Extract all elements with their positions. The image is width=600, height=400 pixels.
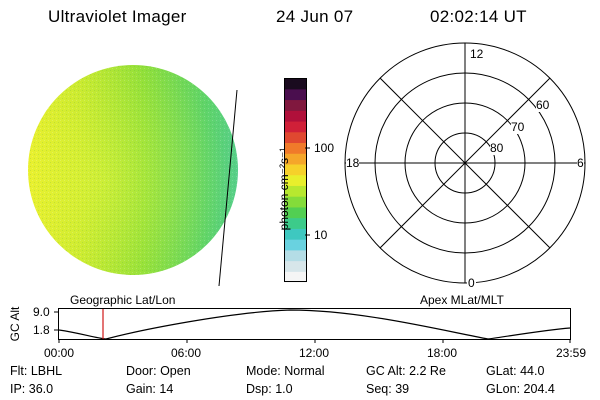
info-glat-value: 44.0: [520, 364, 545, 378]
info-glat-label: GLat:: [486, 364, 517, 378]
earth-disk: [28, 65, 238, 275]
colorbar-segment: [284, 120, 307, 133]
apex-label: Apex MLat/MLT: [420, 293, 504, 307]
info-glat: GLat: 44.0: [486, 364, 544, 378]
info-glon-value: 204.4: [523, 382, 555, 396]
info-door-label: Door:: [126, 364, 157, 378]
geographic-label: Geographic Lat/Lon: [70, 293, 176, 307]
info-glon: GLon: 204.4: [486, 382, 555, 396]
altitude-curve: [58, 309, 571, 340]
terminator-line: [218, 89, 238, 287]
colorbar: [284, 78, 307, 283]
info-ip-label: IP:: [10, 382, 26, 396]
info-seq-value: 39: [395, 382, 410, 396]
date-label: 24 Jun 07: [276, 7, 354, 26]
colorbar-segment: [284, 185, 307, 197]
info-flt: Flt: LBHL: [10, 364, 62, 378]
colorbar-segment: [284, 142, 307, 154]
polar-label-0: 0: [467, 276, 476, 290]
info-seq: Seq: 39: [366, 382, 409, 396]
info-gcalt: GC Alt: 2.2 Re: [366, 364, 446, 378]
colorbar-segment: [284, 260, 307, 272]
xtick-2359: 23:59: [556, 346, 587, 360]
polar-label-12: 12: [469, 47, 485, 61]
alt-tick-9: 9.0: [33, 305, 50, 319]
colorbar-segment: [284, 196, 307, 208]
colorbar-segment: [284, 206, 307, 219]
info-gain-value: 14: [159, 382, 174, 396]
colorbar-segment: [284, 78, 307, 90]
polar-label-18: 18: [346, 156, 360, 170]
xtick-1800: 18:00: [427, 346, 458, 360]
colorbar-tick-100: 100: [314, 141, 335, 155]
colorbar-segment: [284, 239, 307, 251]
info-door-value: Open: [160, 364, 191, 378]
colorbar-ticks: [305, 147, 310, 236]
instrument-title: Ultraviolet Imager: [48, 7, 187, 26]
colorbar-segment: [284, 174, 307, 186]
colorbar-segment: [284, 217, 307, 229]
polar-ring-label-60: 60: [536, 98, 550, 112]
info-seq-label: Seq:: [366, 382, 392, 396]
info-mode: Mode: Normal: [246, 364, 325, 378]
colorbar-segment: [284, 163, 307, 176]
info-gain-label: Gain:: [126, 382, 156, 396]
colorbar-segment: [284, 153, 307, 165]
polar-diag-2: [379, 77, 551, 249]
info-glon-label: GLon:: [486, 382, 521, 396]
altitude-plot-frame: [58, 308, 571, 340]
polar-ring-label-80: 80: [490, 141, 504, 155]
info-flt-value: LBHL: [30, 364, 63, 378]
info-gcalt-value: 2.2 Re: [409, 364, 446, 378]
alt-tick-1-8: 1.8: [33, 323, 50, 337]
colorbar-segment: [284, 99, 307, 111]
info-flt-label: Flt:: [10, 364, 28, 378]
colorbar-segment: [284, 131, 307, 144]
info-dsp-label: Dsp:: [246, 382, 272, 396]
info-gcalt-label: GC Alt:: [366, 364, 406, 378]
info-gain: Gain: 14: [126, 382, 173, 396]
colorbar-segment: [284, 110, 307, 122]
xtick-0600: 06:00: [171, 346, 202, 360]
polar-label-6: 6: [577, 156, 584, 170]
colorbar-segment: [284, 88, 307, 101]
alt-ylabel: GC Alt: [8, 306, 22, 342]
info-ip-value: 36.0: [28, 382, 54, 396]
info-dsp-value: 1.0: [275, 382, 293, 396]
info-mode-value: Normal: [284, 364, 325, 378]
altitude-plot: [54, 308, 571, 343]
info-dsp: Dsp: 1.0: [246, 382, 293, 396]
colorbar-segment: [284, 271, 307, 283]
info-ip: IP: 36.0: [10, 382, 53, 396]
info-mode-label: Mode:: [246, 364, 281, 378]
colorbar-tick-10: 10: [314, 228, 328, 242]
colorbar-segment: [284, 228, 307, 240]
xtick-1200: 12:00: [299, 346, 330, 360]
colorbar-segment: [284, 249, 307, 262]
polar-ring-label-70: 70: [511, 120, 525, 134]
time-label: 02:02:14 UT: [430, 7, 527, 26]
polar-plot: [344, 42, 586, 284]
colorbar-label: photon cm⁻²s⁻¹: [277, 147, 291, 231]
xtick-0000: 00:00: [44, 346, 75, 360]
info-door: Door: Open: [126, 364, 191, 378]
